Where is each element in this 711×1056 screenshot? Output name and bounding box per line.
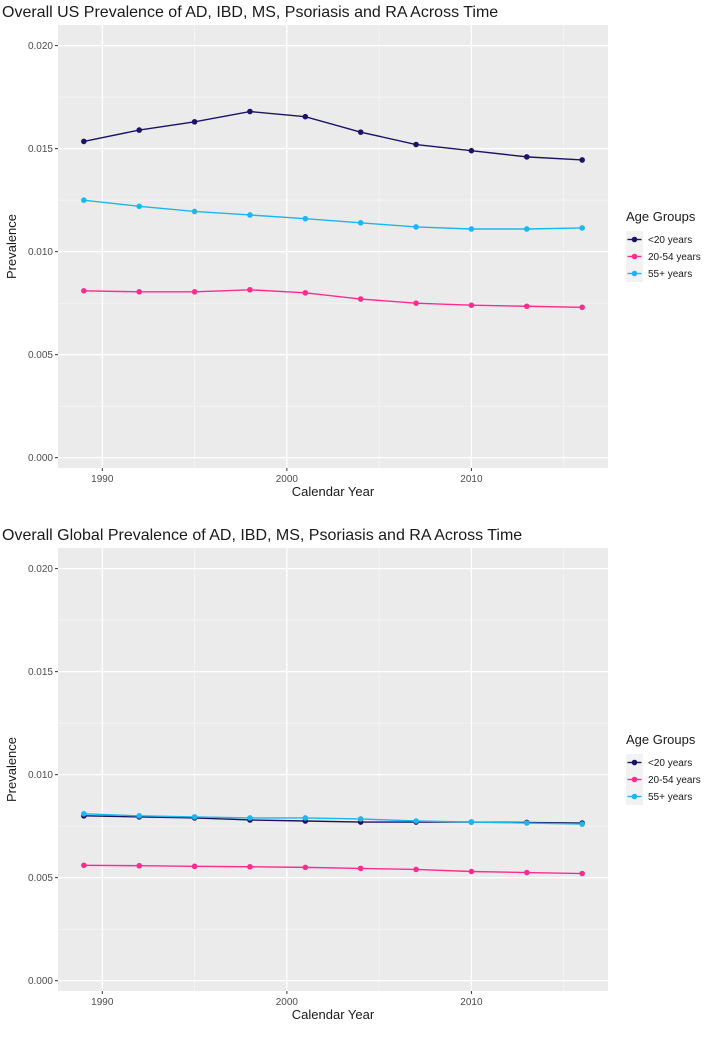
x-axis-title: Calendar Year: [292, 1007, 375, 1022]
legend-key-point: [631, 270, 638, 277]
data-point: [413, 224, 419, 230]
series-line: [83, 289, 583, 308]
y-tick-label: 0.010: [28, 247, 53, 258]
y-tick-label: 0.005: [28, 350, 53, 361]
data-point: [579, 157, 585, 163]
series-line: [83, 864, 583, 875]
global-prevalence-chart: Overall Global Prevalence of AD, IBD, MS…: [0, 523, 711, 1051]
data-point: [413, 141, 419, 148]
data-point: [523, 820, 530, 826]
data-point: [136, 203, 143, 210]
y-tick-label: 0.000: [28, 453, 53, 464]
data-point: [523, 226, 530, 232]
data-point: [247, 108, 253, 115]
x-tick-label: 2010: [460, 474, 483, 485]
data-point: [523, 154, 530, 160]
x-tick-label: 2000: [276, 474, 299, 485]
legend-label: <20 years: [648, 758, 692, 769]
chart-title: Overall US Prevalence of AD, IBD, MS, Ps…: [2, 4, 498, 21]
global-prevalence-chart-svg: Overall Global Prevalence of AD, IBD, MS…: [2, 527, 701, 1022]
legend-label: 20-54 years: [648, 252, 701, 263]
y-tick-label: 0.010: [28, 770, 53, 781]
legend-label: 55+ years: [648, 792, 692, 803]
data-point: [579, 304, 585, 311]
data-point: [136, 862, 143, 869]
data-point: [136, 813, 143, 819]
data-point: [191, 863, 198, 870]
y-tick-label: 0.015: [28, 144, 53, 155]
y-axis-title: Prevalence: [4, 214, 19, 279]
y-tick-label: 0.020: [28, 41, 53, 52]
us-prevalence-chart-svg: Overall US Prevalence of AD, IBD, MS, Ps…: [2, 4, 701, 499]
series-line: [83, 199, 583, 230]
x-tick-label: 2000: [276, 997, 299, 1008]
data-point: [81, 862, 87, 869]
data-point: [302, 815, 309, 821]
data-point: [468, 226, 475, 232]
legend-label: 20-54 years: [648, 775, 701, 786]
data-point: [191, 208, 198, 215]
legend-key-point: [631, 759, 638, 766]
data-point: [579, 821, 585, 827]
series-line: [83, 813, 583, 825]
data-point: [579, 225, 585, 231]
data-point: [357, 296, 364, 302]
data-point: [247, 863, 253, 870]
data-point: [523, 869, 530, 876]
data-point: [191, 814, 198, 820]
data-point: [81, 811, 87, 817]
data-point: [357, 220, 364, 226]
data-point: [523, 303, 530, 310]
plot-panel: [58, 25, 608, 468]
data-point: [81, 138, 87, 145]
data-point: [302, 290, 309, 296]
data-point: [579, 870, 585, 877]
data-point: [81, 197, 87, 203]
legend-label: <20 years: [648, 235, 692, 246]
data-point: [468, 147, 475, 154]
y-tick-label: 0.015: [28, 667, 53, 678]
data-point: [468, 302, 475, 309]
x-tick-label: 1990: [91, 997, 114, 1008]
series-line: [83, 110, 583, 161]
legend-title: Age Groups: [626, 209, 696, 224]
data-point: [302, 864, 309, 871]
data-point: [191, 289, 198, 295]
data-point: [468, 868, 475, 875]
legend-key-point: [631, 253, 638, 260]
data-point: [247, 815, 253, 821]
legend-label: 55+ years: [648, 269, 692, 280]
y-axis-title: Prevalence: [4, 737, 19, 802]
legend-key-point: [631, 776, 638, 783]
x-tick-label: 2010: [460, 997, 483, 1008]
data-point: [191, 119, 198, 125]
data-point: [357, 865, 364, 872]
y-tick-label: 0.020: [28, 564, 53, 575]
data-point: [81, 288, 87, 294]
data-point: [468, 819, 475, 825]
data-point: [247, 212, 253, 218]
data-point: [302, 215, 309, 222]
data-point: [413, 866, 419, 873]
data-point: [302, 113, 309, 120]
legend-title: Age Groups: [626, 732, 696, 747]
data-point: [357, 816, 364, 822]
data-point: [413, 818, 419, 824]
y-tick-label: 0.000: [28, 976, 53, 987]
us-prevalence-chart: Overall US Prevalence of AD, IBD, MS, Ps…: [2, 4, 701, 499]
x-tick-label: 1990: [91, 474, 114, 485]
legend-key-point: [631, 793, 638, 800]
y-tick-label: 0.005: [28, 873, 53, 884]
chart-title: Overall Global Prevalence of AD, IBD, MS…: [2, 527, 522, 544]
x-axis-title: Calendar Year: [292, 484, 375, 499]
data-point: [136, 127, 143, 133]
legend-key-point: [631, 236, 638, 243]
data-point: [413, 300, 419, 306]
data-point: [357, 129, 364, 135]
plot-panel: [58, 548, 608, 991]
data-point: [136, 289, 143, 295]
data-point: [247, 286, 253, 293]
